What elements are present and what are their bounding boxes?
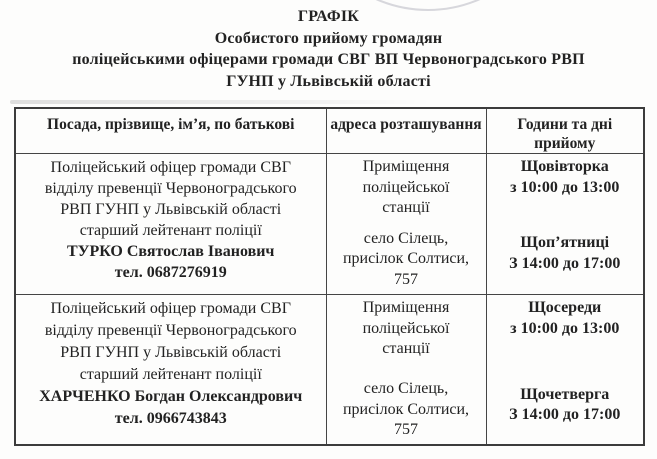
- title-line-1: ГРАФІК: [297, 8, 360, 25]
- title-line-2: Особистого прийому громадян: [214, 29, 443, 47]
- title-line-4: ГУНП у Львівській області: [226, 72, 431, 90]
- address-location: Приміщення поліцейської станції: [362, 299, 450, 357]
- officer-cell: Поліцейський офіцер громади СВГ відділу …: [14, 294, 327, 445]
- table-header-row: Посада, прізвище, ім’я, по батькові адре…: [14, 107, 645, 154]
- schedule-cell: Щосереди з 10:00 до 13:00 Щочетверга З 1…: [485, 294, 645, 445]
- schedule-hours: З 14:00 до 17:00: [509, 254, 621, 272]
- header-address: адреса розташування: [325, 107, 487, 154]
- document-title: ГРАФІК Особистого прийому громадян поліц…: [0, 6, 657, 92]
- scan-artifact: [10, 100, 430, 104]
- schedule-hours: З 14:00 до 17:00: [509, 406, 621, 423]
- table-row: Поліцейський офіцер громади СВГ відділу …: [14, 294, 645, 445]
- schedule-day: Щочетверга: [520, 385, 610, 403]
- schedule-day: Щовівторка: [520, 158, 609, 175]
- officer-name: ТУРКО Святослав Іванович: [67, 243, 275, 260]
- reception-schedule-table: Посада, прізвище, ім’я, по батькові адре…: [14, 107, 645, 446]
- header-hours-days: Години та дні прийому: [485, 107, 645, 154]
- officer-phone: тел. 0687276919: [114, 264, 227, 281]
- address-cell: Приміщення поліцейської станції село Сіл…: [325, 294, 487, 445]
- officer-cell: Поліцейський офіцер громади СВГ відділу …: [14, 153, 327, 295]
- officer-position: Поліцейський офіцер громади СВГ відділу …: [44, 159, 297, 239]
- address-street: село Сілець, присілок Солтиси, 757: [342, 229, 470, 288]
- address-street: село Сілець, присілок Солтиси, 757: [342, 380, 470, 438]
- officer-name: ХАРЧЕНКО Богдан Олександрович: [39, 388, 303, 405]
- schedule-hours: з 10:00 до 13:00: [510, 319, 620, 337]
- address-cell: Приміщення поліцейської станції село Сіл…: [325, 153, 487, 295]
- table-row: Поліцейський офіцер громади СВГ відділу …: [14, 153, 645, 295]
- schedule-slot-2: Щоп’ятниці З 14:00 до 17:00: [487, 233, 644, 274]
- schedule-slot-2: Щочетверга З 14:00 до 17:00: [487, 385, 644, 426]
- title-line-3: поліцейськими офіцерами громади СВГ ВП Ч…: [72, 51, 585, 68]
- schedule-slot-1: Щосереди з 10:00 до 13:00: [487, 298, 644, 339]
- schedule-day: Щосереди: [528, 299, 602, 316]
- schedule-cell: Щовівторка з 10:00 до 13:00 Щоп’ятниці З…: [485, 153, 645, 295]
- header-position-name: Посада, прізвище, ім’я, по батькові: [14, 107, 327, 154]
- schedule-slot-1: Щовівторка з 10:00 до 13:00: [487, 157, 644, 198]
- schedule-day: Щоп’ятниці: [520, 234, 610, 251]
- address-location: Приміщення поліцейської станції: [362, 158, 450, 216]
- officer-phone: тел. 0966743843: [114, 410, 227, 427]
- schedule-hours: з 10:00 до 13:00: [510, 178, 620, 196]
- officer-position: Поліцейський офіцер громади СВГ відділу …: [44, 300, 297, 383]
